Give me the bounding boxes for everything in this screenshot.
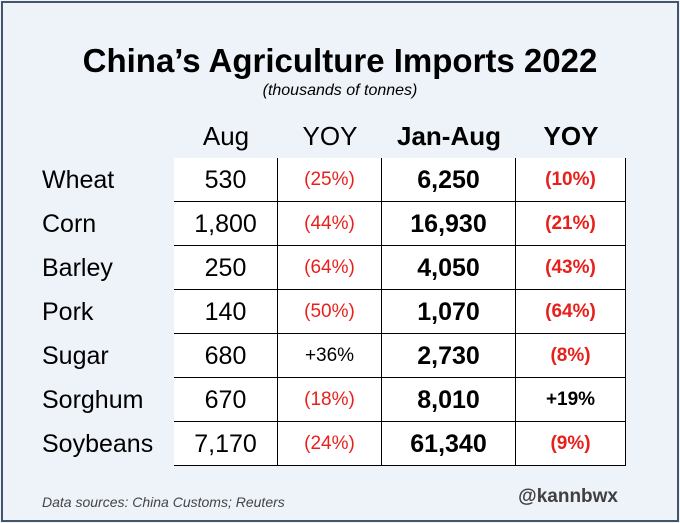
cell-jan-aug-yoy: (9%) — [516, 422, 626, 466]
cell-jan-aug: 8,010 — [382, 378, 516, 422]
row-label: Sorghum — [42, 386, 144, 414]
cell-jan-aug: 4,050 — [382, 246, 516, 290]
cell-aug-yoy: (18%) — [278, 378, 382, 422]
cell-jan-aug: 2,730 — [382, 334, 516, 378]
column-header-aug-yoy: YOY — [302, 121, 358, 151]
row-label: Wheat — [42, 166, 115, 194]
cell-aug: 680 — [174, 334, 278, 378]
cell-jan-aug: 1,070 — [382, 290, 516, 334]
author-handle: @kannbwx — [518, 486, 618, 507]
cell-jan-aug-yoy: (21%) — [516, 202, 626, 246]
cell-aug-yoy: (24%) — [278, 422, 382, 466]
cell-aug-yoy: (64%) — [278, 246, 382, 290]
column-header-jan-aug: Jan-Aug — [397, 121, 501, 151]
row-label: Pork — [42, 298, 94, 326]
data-source-note: Data sources: China Customs; Reuters — [42, 494, 285, 510]
row-label: Soybeans — [42, 430, 154, 458]
cell-jan-aug-yoy: (43%) — [516, 246, 626, 290]
row-label: Sugar — [42, 342, 109, 370]
cell-aug-yoy: (50%) — [278, 290, 382, 334]
cell-aug: 530 — [174, 158, 278, 202]
row-label: Barley — [42, 254, 113, 282]
cell-jan-aug: 61,340 — [382, 422, 516, 466]
cell-aug-yoy: (44%) — [278, 202, 382, 246]
row-label: Corn — [42, 210, 97, 238]
column-header-aug: Aug — [202, 121, 250, 151]
cell-jan-aug: 16,930 — [382, 202, 516, 246]
column-header-jan-aug-yoy: YOY — [543, 121, 599, 151]
cell-aug-yoy: +36% — [278, 334, 382, 378]
cell-aug: 250 — [174, 246, 278, 290]
cell-jan-aug-yoy: +19% — [516, 378, 626, 422]
chart-subtitle: (thousands of tonnes) — [262, 82, 418, 99]
chart-title: China’s Agriculture Imports 2022 — [82, 42, 598, 79]
cell-jan-aug-yoy: (10%) — [516, 158, 626, 202]
cell-jan-aug: 6,250 — [382, 158, 516, 202]
cell-jan-aug-yoy: (64%) — [516, 290, 626, 334]
cell-aug: 1,800 — [174, 202, 278, 246]
cell-aug: 670 — [174, 378, 278, 422]
cell-aug-yoy: (25%) — [278, 158, 382, 202]
cell-aug: 7,170 — [174, 422, 278, 466]
cell-aug: 140 — [174, 290, 278, 334]
cell-jan-aug-yoy: (8%) — [516, 334, 626, 378]
